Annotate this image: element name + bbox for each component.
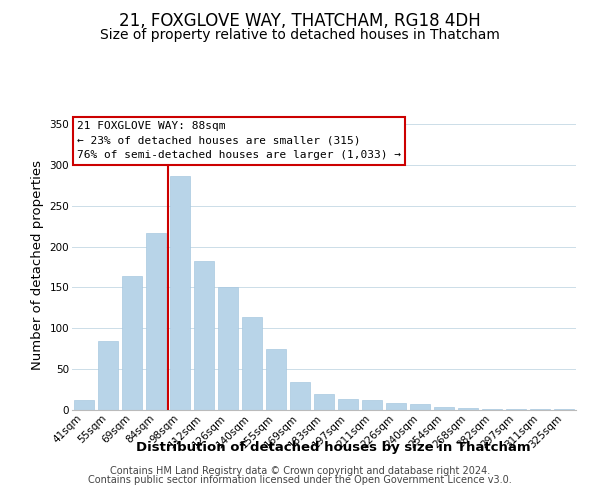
Bar [122,276,142,410]
Bar [434,406,454,410]
Bar [146,232,166,410]
Bar [266,348,286,410]
Bar [410,404,430,410]
Text: Contains HM Land Registry data © Crown copyright and database right 2024.: Contains HM Land Registry data © Crown c… [110,466,490,476]
Bar [482,409,502,410]
Bar [338,398,358,410]
Bar [530,409,550,410]
Bar [362,400,382,410]
Bar [218,288,238,410]
Text: 21, FOXGLOVE WAY, THATCHAM, RG18 4DH: 21, FOXGLOVE WAY, THATCHAM, RG18 4DH [119,12,481,30]
Bar [386,402,406,410]
Bar [554,409,574,410]
Text: Contains public sector information licensed under the Open Government Licence v3: Contains public sector information licen… [88,475,512,485]
Text: Size of property relative to detached houses in Thatcham: Size of property relative to detached ho… [100,28,500,42]
Text: Distribution of detached houses by size in Thatcham: Distribution of detached houses by size … [136,441,530,454]
Bar [194,262,214,410]
Bar [170,176,190,410]
Bar [458,408,478,410]
Bar [506,409,526,410]
Bar [74,400,94,410]
Bar [98,342,118,410]
Text: 21 FOXGLOVE WAY: 88sqm
← 23% of detached houses are smaller (315)
76% of semi-de: 21 FOXGLOVE WAY: 88sqm ← 23% of detached… [77,122,401,160]
Y-axis label: Number of detached properties: Number of detached properties [31,160,44,370]
Bar [314,394,334,410]
Bar [242,317,262,410]
Bar [290,382,310,410]
